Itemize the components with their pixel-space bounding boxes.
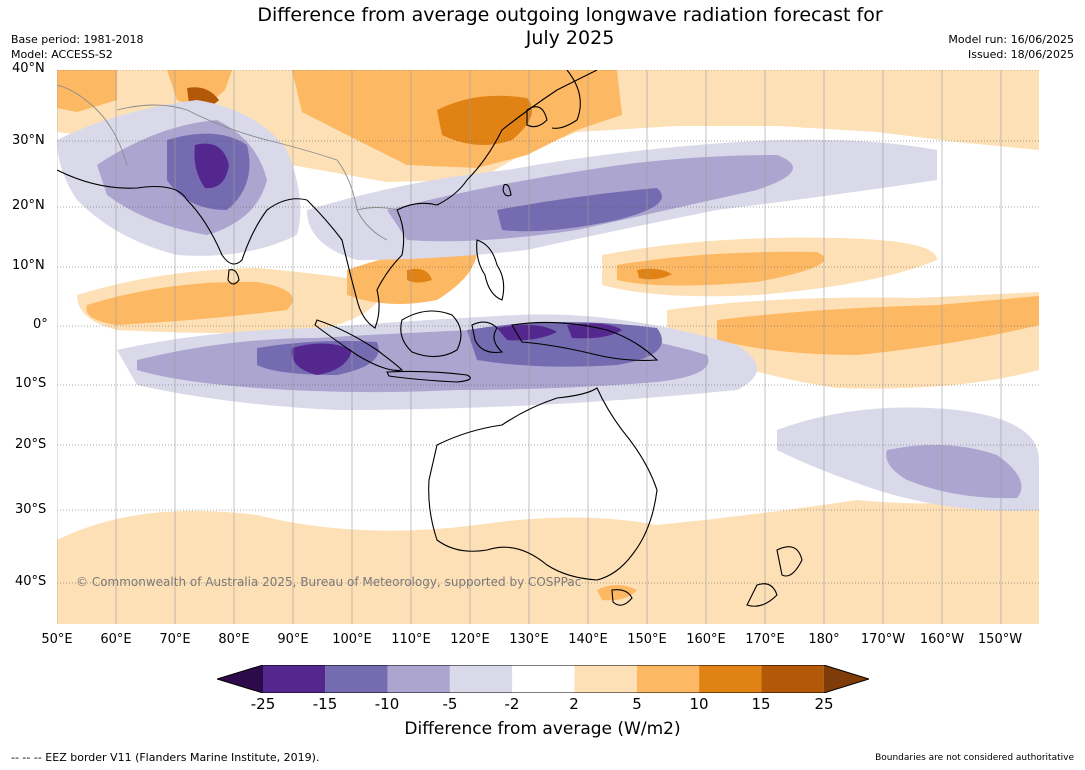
anomaly-positive-pacific-east-mid xyxy=(717,296,1039,355)
anomaly-positive-pacific-north-mid xyxy=(617,251,825,286)
lon-label-160w: 160°W xyxy=(919,632,965,647)
coast-sumatra xyxy=(314,319,404,371)
lon-label-170e: 170°E xyxy=(745,632,785,647)
coast-borneo xyxy=(400,310,462,358)
border-himalaya xyxy=(116,104,338,161)
lon-label-130e: 130°E xyxy=(509,632,549,647)
coast-java xyxy=(386,370,471,383)
lat-label-0: 0° xyxy=(33,317,48,332)
lat-label-10n: 10°N xyxy=(12,258,45,273)
colorbar-swatch-10-15 xyxy=(699,665,762,693)
issued-label: Issued: 18/06/2025 xyxy=(967,48,1074,61)
lon-label-120e: 120°E xyxy=(450,632,490,647)
colorbar-swatch-neg10-neg5 xyxy=(387,665,450,693)
anomaly-negative-bay-of-bengal-core xyxy=(194,143,229,189)
anomaly-negative-wnp-core xyxy=(497,188,662,232)
coast-korea-japan xyxy=(526,70,581,129)
colorbar-title: Difference from average (W/m2) xyxy=(404,719,681,739)
colorbar-swatch-neg5-neg2 xyxy=(449,665,513,693)
lon-label-90e: 90°E xyxy=(277,632,309,647)
border-indochina xyxy=(336,159,398,241)
lon-label-60e: 60°E xyxy=(100,632,132,647)
lon-label-180: 180° xyxy=(808,632,840,647)
coast-new-guinea xyxy=(511,321,659,361)
model-label: Model: ACCESS-S2 xyxy=(11,48,113,61)
colorbar-swatch-2-5 xyxy=(574,665,637,693)
anomaly-negative-south-pacific-mid xyxy=(886,445,1022,499)
anomaly-negative-new-guinea-core xyxy=(497,324,557,341)
lat-label-40s: 40°S xyxy=(15,574,47,589)
lat-label-40n: 40°N xyxy=(12,61,45,76)
title-line-2: July 2025 xyxy=(525,27,615,49)
lon-label-140e: 140°E xyxy=(568,632,608,647)
lon-label-170w: 170°W xyxy=(860,632,906,647)
coast-philippines xyxy=(476,239,505,301)
coast-sri-lanka xyxy=(227,269,240,285)
lon-label-110e: 110°E xyxy=(391,632,431,647)
lon-gridlines xyxy=(57,70,1002,624)
map-panel[interactable] xyxy=(57,70,1039,624)
lon-label-50e: 50°E xyxy=(41,632,73,647)
coast-new-zealand xyxy=(746,546,803,607)
colorbar-tick-neg25: -25 xyxy=(250,695,276,713)
colorbar-swatch-neg15-neg10 xyxy=(325,665,388,693)
anomaly-negative-new-guinea-core2 xyxy=(567,323,622,339)
colorbar-over-triangle xyxy=(823,665,869,693)
colorbar-under-triangle xyxy=(217,665,263,693)
lon-label-100e: 100°E xyxy=(332,632,372,647)
coast-taiwan xyxy=(502,183,512,197)
lon-label-150e: 150°E xyxy=(627,632,667,647)
model-run-label: Model run: 16/06/2025 xyxy=(948,33,1074,46)
country-borders xyxy=(57,84,398,241)
colorbar-tick-neg5: -5 xyxy=(442,695,458,713)
anomaly-map xyxy=(57,70,1039,624)
colorbar-swatch-neg25-neg15 xyxy=(263,665,326,693)
coast-india xyxy=(57,169,308,265)
lat-label-20s: 20°S xyxy=(15,437,47,452)
colorbar-tick-5: 5 xyxy=(632,695,642,713)
anomaly-positive-indian-mid xyxy=(86,281,293,325)
anomaly-positive-pacific-north-core xyxy=(637,268,672,280)
lat-label-30s: 30°S xyxy=(15,502,47,517)
colorbar-swatch-15-25 xyxy=(761,665,824,693)
colorbar-tick-25: 25 xyxy=(814,695,834,713)
anomaly-positive-scs-core xyxy=(407,268,432,283)
coastlines xyxy=(57,70,803,607)
coast-sulawesi xyxy=(471,321,504,354)
coast-indochina xyxy=(306,70,598,329)
colorbar-swatch-neg2-2 xyxy=(512,665,575,693)
coast-australia xyxy=(428,387,658,581)
lat-label-20n: 20°N xyxy=(12,198,45,213)
colorbar-tick-neg2: -2 xyxy=(504,695,520,713)
colorbar xyxy=(217,665,869,693)
lon-label-70e: 70°E xyxy=(159,632,191,647)
colorbar-tick-15: 15 xyxy=(751,695,771,713)
anomaly-positive-north-core xyxy=(437,95,532,145)
lon-label-160e: 160°E xyxy=(686,632,726,647)
copyright-notice: © Commonwealth of Australia 2025, Bureau… xyxy=(76,575,582,589)
meta-right: Model run: 16/06/2025 Issued: 18/06/2025 xyxy=(948,32,1074,62)
colorbar-tick-10: 10 xyxy=(689,695,709,713)
anomaly-positive-south-patch xyxy=(597,585,637,601)
coast-tasmania xyxy=(611,589,633,606)
eez-border-note: -- -- -- EEZ border V11 (Flanders Marine… xyxy=(11,751,320,764)
lat-label-30n: 30°N xyxy=(12,133,45,148)
lat-label-10s: 10°S xyxy=(15,376,47,391)
boundary-disclaimer: Boundaries are not considered authoritat… xyxy=(875,753,1074,763)
lon-label-80e: 80°E xyxy=(218,632,250,647)
anomaly-negative-sumatra-core xyxy=(291,343,352,375)
anomaly-positive-south-band xyxy=(57,490,1039,624)
title-line-1: Difference from average outgoing longwav… xyxy=(257,4,883,26)
colorbar-tick-neg10: -10 xyxy=(374,695,400,713)
anomaly-positive-west-corner xyxy=(57,70,117,112)
meta-left: Base period: 1981-2018 Model: ACCESS-S2 xyxy=(11,32,143,62)
map-title: Difference from average outgoing longwav… xyxy=(160,4,980,50)
colorbar-tick-neg15: -15 xyxy=(312,695,338,713)
colorbar-swatch-5-10 xyxy=(636,665,700,693)
colorbar-tick-2: 2 xyxy=(569,695,579,713)
base-period-label: Base period: 1981-2018 xyxy=(11,33,144,46)
border-west xyxy=(57,84,128,166)
lon-label-150w: 150°W xyxy=(977,632,1023,647)
